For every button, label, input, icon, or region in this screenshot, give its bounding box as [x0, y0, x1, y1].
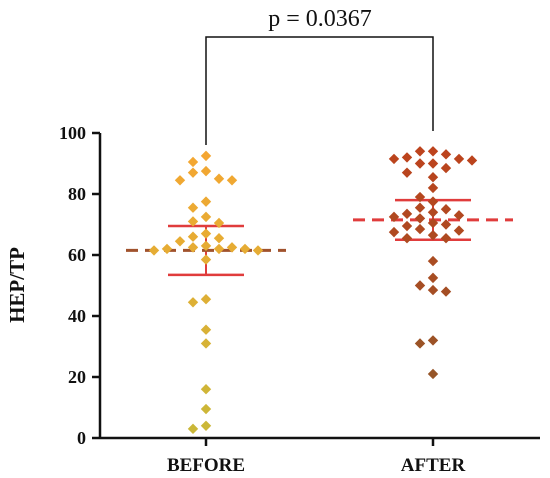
- y-tick-label: 100: [59, 123, 86, 143]
- data-point-before: [200, 324, 212, 335]
- data-point-after: [427, 207, 439, 218]
- x-ticks: BEFORE AFTER: [167, 438, 466, 476]
- data-point-before: [187, 242, 199, 253]
- data-point-after: [427, 284, 439, 296]
- data-point-after: [414, 158, 426, 169]
- data-point-after: [414, 280, 426, 291]
- data-point-after: [427, 158, 439, 169]
- data-point-after: [453, 153, 465, 165]
- data-point-before: [200, 403, 212, 415]
- data-point-before: [200, 228, 212, 239]
- data-point-before: [187, 216, 199, 227]
- data-point-before: [200, 240, 212, 252]
- data-point-after: [401, 152, 413, 163]
- data-point-before: [200, 150, 212, 162]
- data-point-after: [414, 191, 426, 203]
- data-point-after: [401, 220, 413, 232]
- y-tick-label: 20: [68, 367, 86, 387]
- data-point-after: [427, 146, 439, 157]
- data-point-before: [200, 211, 212, 223]
- data-point-after: [401, 167, 413, 178]
- data-point-before: [148, 245, 160, 256]
- y-ticks: 0 20 40 60 80 100: [59, 123, 100, 448]
- data-point-after: [427, 229, 439, 241]
- data-point-before: [187, 423, 199, 435]
- data-point-before: [226, 175, 238, 186]
- data-point-before: [200, 294, 212, 305]
- x-tick-label-before: BEFORE: [167, 455, 245, 476]
- data-point-before: [200, 196, 212, 207]
- data-point-before: [213, 217, 225, 229]
- data-points: [148, 146, 478, 435]
- data-point-before: [187, 156, 199, 168]
- y-axis-label: HEP/TP: [5, 247, 29, 323]
- x-tick-label-after: AFTER: [401, 455, 466, 476]
- data-point-before: [187, 167, 199, 178]
- data-point-after: [427, 272, 439, 284]
- data-point-after: [427, 172, 439, 183]
- data-point-before: [200, 254, 212, 265]
- y-tick-label: 80: [68, 184, 86, 204]
- data-point-after: [427, 217, 439, 229]
- data-point-before: [239, 243, 251, 255]
- y-tick-label: 40: [68, 306, 86, 326]
- data-point-after: [427, 255, 439, 267]
- data-point-after: [440, 233, 452, 244]
- data-point-after: [440, 286, 452, 297]
- data-point-after: [414, 223, 426, 235]
- data-point-before: [174, 236, 186, 247]
- significance-bracket: [205, 36, 434, 145]
- data-point-after: [388, 226, 400, 238]
- data-point-after: [440, 149, 452, 160]
- data-point-after: [453, 225, 465, 236]
- data-point-before: [161, 243, 173, 255]
- data-point-before: [187, 231, 199, 242]
- data-point-before: [213, 243, 225, 255]
- data-point-before: [174, 175, 186, 186]
- data-point-after: [388, 153, 400, 165]
- data-point-after: [401, 233, 413, 244]
- data-point-after: [427, 335, 439, 346]
- data-point-after: [466, 155, 478, 166]
- data-point-after: [414, 202, 426, 213]
- data-point-after: [414, 146, 426, 157]
- data-point-after: [427, 196, 439, 207]
- data-point-after: [440, 204, 452, 215]
- summary-lines: [126, 198, 513, 277]
- data-point-after: [427, 368, 439, 380]
- data-point-before: [226, 242, 238, 253]
- data-point-after: [427, 182, 439, 194]
- y-tick-label: 0: [77, 428, 86, 448]
- data-point-before: [200, 420, 212, 431]
- data-point-before: [187, 202, 199, 213]
- data-point-after: [414, 213, 426, 224]
- data-point-before: [252, 245, 264, 256]
- data-point-after: [388, 211, 400, 223]
- data-point-after: [440, 219, 452, 230]
- data-point-after: [414, 338, 426, 349]
- data-point-after: [401, 208, 413, 220]
- y-tick-label: 60: [68, 245, 86, 265]
- p-value-annotation: p = 0.0367: [268, 6, 372, 32]
- data-point-before: [213, 173, 225, 184]
- data-point-before: [213, 233, 225, 244]
- data-point-before: [200, 384, 212, 395]
- data-point-after: [453, 210, 465, 221]
- data-point-after: [440, 162, 452, 174]
- data-point-before: [187, 297, 199, 308]
- data-point-before: [200, 338, 212, 349]
- data-point-before: [200, 165, 212, 177]
